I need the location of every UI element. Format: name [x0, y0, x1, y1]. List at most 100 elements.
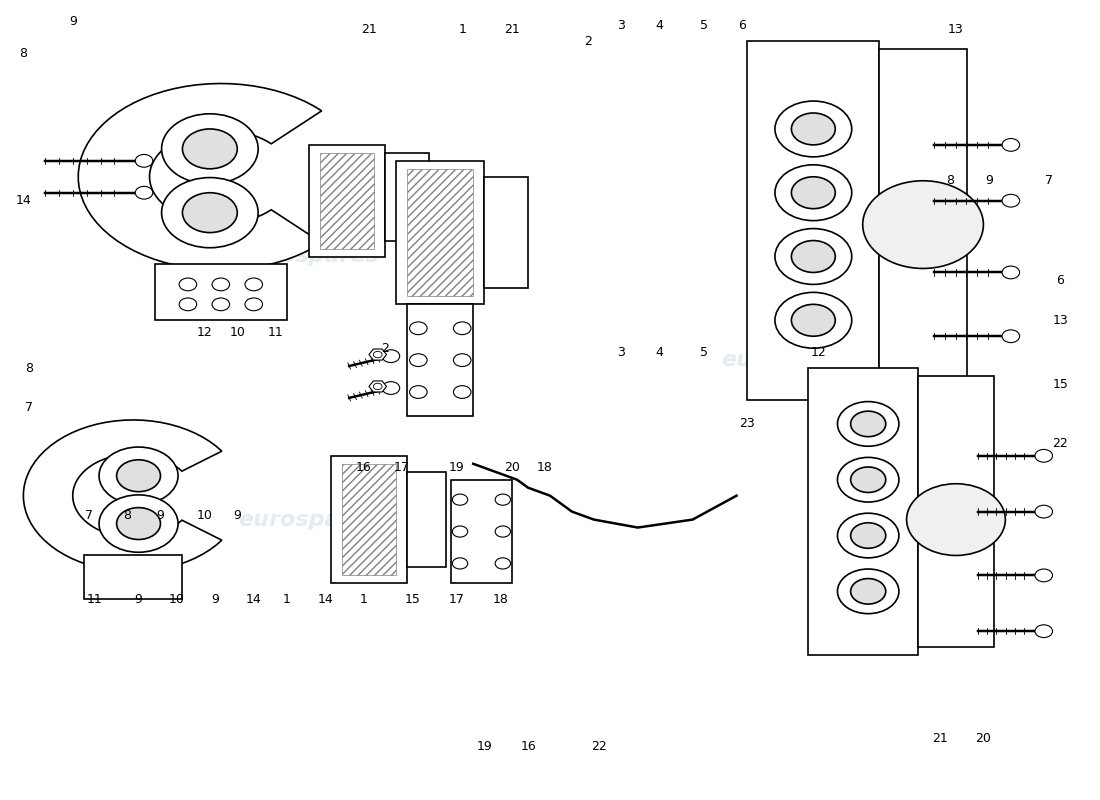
Circle shape	[135, 154, 153, 167]
Text: 1: 1	[360, 593, 367, 606]
Circle shape	[850, 578, 886, 604]
Text: 8: 8	[25, 362, 33, 374]
Bar	[385, 153, 429, 241]
Text: 9: 9	[156, 509, 164, 522]
Circle shape	[452, 558, 468, 569]
Bar	[451, 480, 512, 583]
Text: 6: 6	[738, 19, 746, 32]
Text: 20: 20	[976, 732, 991, 746]
Circle shape	[135, 186, 153, 199]
Bar	[879, 50, 967, 384]
Circle shape	[495, 526, 510, 537]
Bar	[484, 177, 528, 288]
Text: 3: 3	[617, 346, 625, 358]
Bar	[155, 265, 287, 320]
Bar	[84, 555, 183, 599]
Circle shape	[409, 354, 427, 366]
Text: 21: 21	[361, 22, 377, 36]
Circle shape	[1002, 194, 1020, 207]
Bar	[807, 368, 917, 655]
Text: 9: 9	[134, 593, 143, 606]
Text: 1: 1	[283, 593, 290, 606]
Circle shape	[1002, 266, 1020, 279]
Text: 10: 10	[169, 593, 185, 606]
Text: 11: 11	[267, 326, 284, 338]
Text: 13: 13	[948, 22, 964, 36]
Polygon shape	[368, 381, 386, 392]
Circle shape	[162, 114, 258, 184]
Text: 5: 5	[700, 19, 707, 32]
Text: 14: 14	[15, 194, 31, 207]
Circle shape	[452, 526, 468, 537]
Circle shape	[453, 354, 471, 366]
Text: 15: 15	[405, 593, 421, 606]
Text: 9: 9	[211, 593, 219, 606]
Bar	[407, 472, 446, 567]
Text: eurospares: eurospares	[720, 350, 861, 370]
Text: 20: 20	[504, 462, 519, 474]
Circle shape	[862, 181, 983, 269]
Text: 2: 2	[584, 34, 592, 48]
Circle shape	[774, 292, 851, 348]
Text: 10: 10	[230, 326, 245, 338]
Bar	[917, 376, 994, 647]
Circle shape	[117, 460, 161, 492]
Text: 12: 12	[197, 326, 212, 338]
Text: 8: 8	[946, 174, 955, 187]
Bar	[396, 161, 484, 304]
Text: 3: 3	[617, 19, 625, 32]
Circle shape	[179, 278, 197, 290]
Text: 19: 19	[449, 462, 464, 474]
Circle shape	[837, 514, 899, 558]
Polygon shape	[23, 420, 222, 571]
Text: 2: 2	[382, 342, 389, 354]
Circle shape	[774, 101, 851, 157]
Text: 14: 14	[317, 593, 333, 606]
Circle shape	[245, 298, 263, 310]
Text: 9: 9	[233, 509, 241, 522]
Circle shape	[373, 351, 382, 358]
Text: 9: 9	[69, 15, 77, 28]
Circle shape	[1035, 506, 1053, 518]
Circle shape	[837, 402, 899, 446]
Circle shape	[452, 494, 468, 506]
Text: 14: 14	[246, 593, 262, 606]
Text: 15: 15	[1053, 378, 1068, 390]
Circle shape	[837, 569, 899, 614]
Circle shape	[453, 386, 471, 398]
Text: 19: 19	[476, 740, 492, 754]
Circle shape	[373, 383, 382, 390]
Text: 23: 23	[739, 418, 756, 430]
Text: 22: 22	[592, 740, 607, 754]
Text: 8: 8	[20, 46, 28, 60]
Text: 17: 17	[394, 462, 410, 474]
Circle shape	[162, 178, 258, 248]
Text: 18: 18	[493, 593, 508, 606]
Text: 7: 7	[85, 509, 94, 522]
Bar	[748, 42, 879, 400]
Text: 9: 9	[984, 174, 993, 187]
Bar	[407, 169, 473, 296]
Circle shape	[382, 382, 399, 394]
Bar	[309, 145, 385, 257]
Circle shape	[791, 304, 835, 336]
Bar	[331, 456, 407, 583]
Circle shape	[495, 558, 510, 569]
Text: eurospares: eurospares	[239, 246, 380, 266]
Circle shape	[850, 411, 886, 437]
Circle shape	[117, 508, 161, 539]
Circle shape	[179, 298, 197, 310]
Circle shape	[791, 113, 835, 145]
Circle shape	[183, 193, 238, 233]
Circle shape	[382, 350, 399, 362]
Text: 11: 11	[87, 593, 102, 606]
Circle shape	[774, 229, 851, 285]
Circle shape	[837, 458, 899, 502]
Circle shape	[495, 494, 510, 506]
Text: 7: 7	[25, 402, 33, 414]
Circle shape	[245, 278, 263, 290]
Circle shape	[1035, 569, 1053, 582]
Circle shape	[409, 386, 427, 398]
Circle shape	[212, 298, 230, 310]
Circle shape	[1002, 138, 1020, 151]
